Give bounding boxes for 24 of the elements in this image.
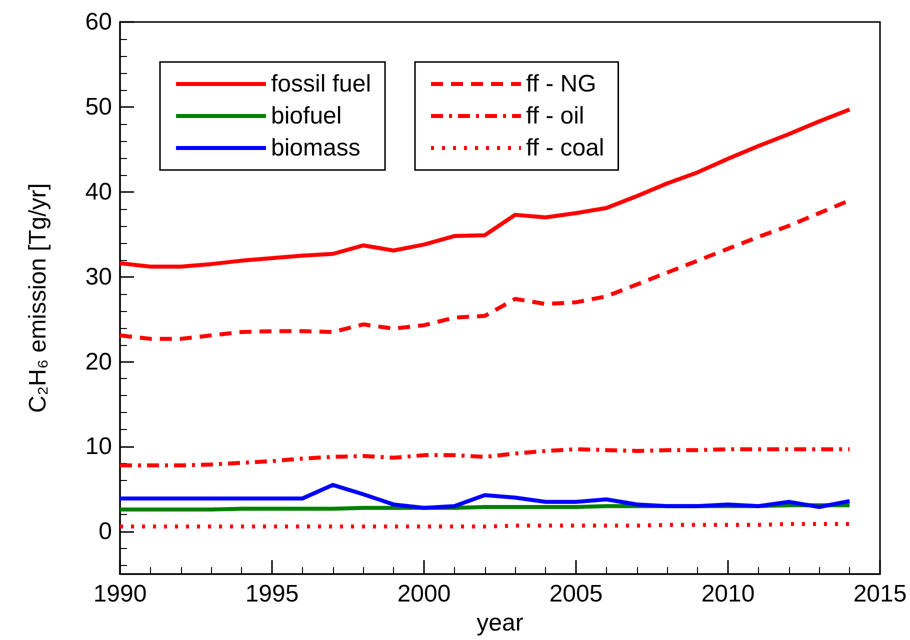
y-tick-label: 40 bbox=[85, 178, 112, 206]
y-axis-title: C₂H₆ emission [Tg/yr] bbox=[24, 183, 52, 413]
y-tick-label: 20 bbox=[85, 348, 112, 376]
y-tick-label: 50 bbox=[85, 93, 112, 120]
line-series bbox=[118, 107, 852, 269]
legend-label: ff - NG bbox=[526, 70, 596, 98]
x-axis-title: year bbox=[476, 610, 524, 636]
legend-label: biofuel bbox=[271, 102, 342, 130]
legend-label: ff - coal bbox=[526, 134, 604, 162]
line-series bbox=[118, 447, 852, 468]
y-tick-label: 0 bbox=[98, 518, 112, 546]
x-tick-label: 2000 bbox=[397, 580, 451, 608]
y-tick-label: 10 bbox=[85, 433, 112, 460]
y-tick-label: 30 bbox=[85, 263, 112, 290]
x-tick-label: 2005 bbox=[549, 580, 603, 608]
x-tick-label: 1995 bbox=[245, 580, 299, 608]
legend-label: biomass bbox=[271, 134, 360, 162]
y-tick-label: 60 bbox=[85, 8, 112, 36]
legend-label: ff - oil bbox=[526, 102, 584, 130]
legend-label: fossil fuel bbox=[271, 70, 372, 98]
x-tick-label: 2015 bbox=[853, 580, 907, 608]
x-tick-label: 2010 bbox=[701, 580, 755, 608]
line-series bbox=[118, 482, 852, 510]
x-tick-label: 1990 bbox=[93, 580, 147, 608]
